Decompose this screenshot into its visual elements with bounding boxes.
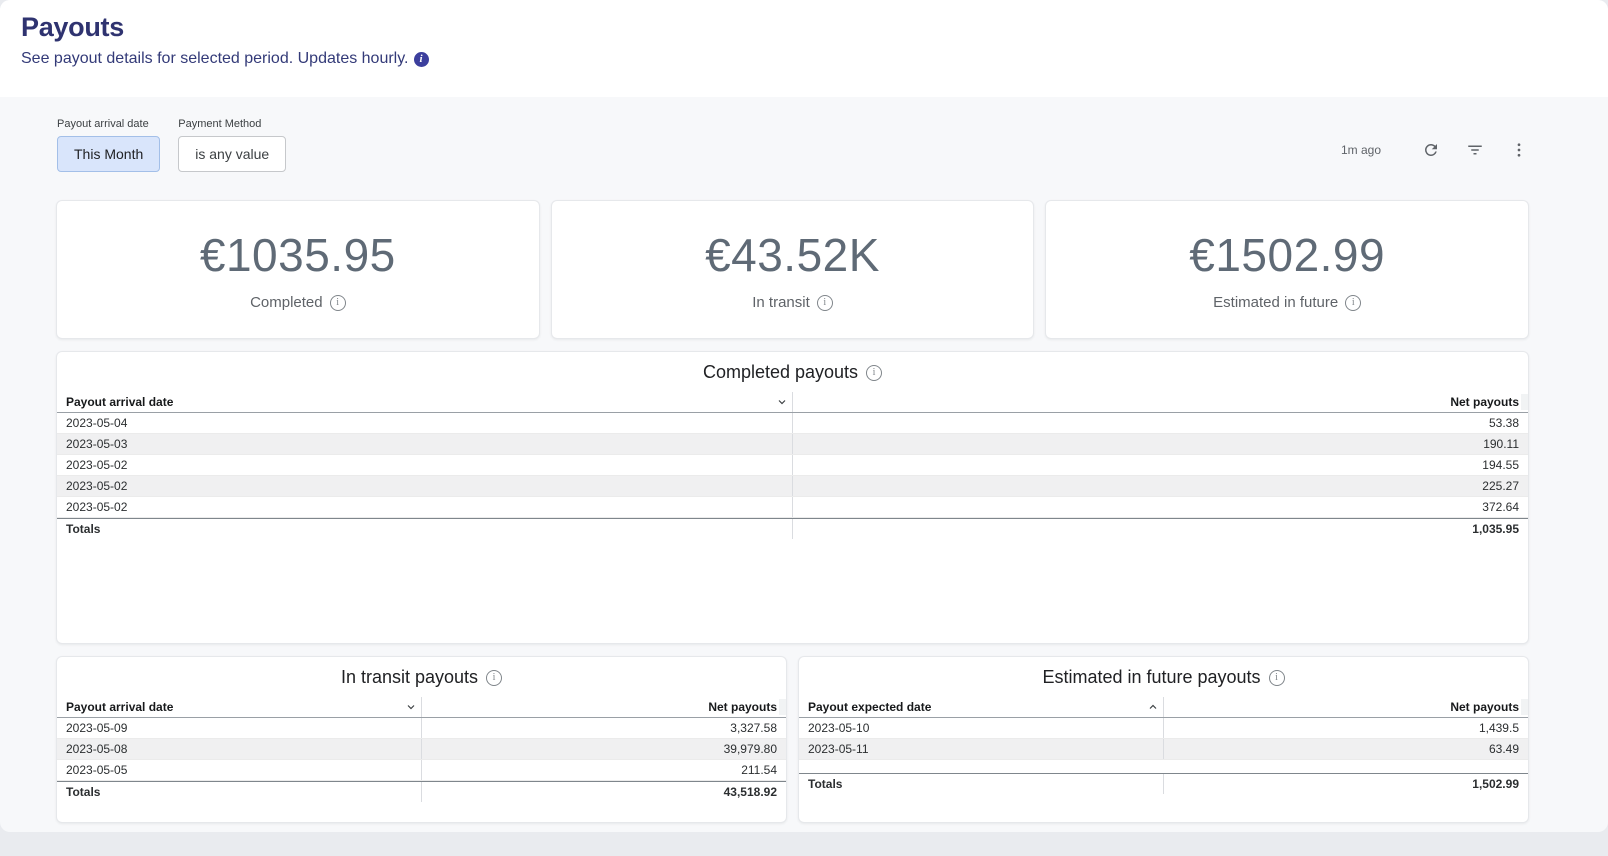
date-filter-button[interactable]: This Month [57, 136, 161, 172]
scrollbar-gutter [1521, 699, 1528, 715]
info-icon[interactable]: i [816, 294, 833, 311]
column-header-net[interactable]: Net payouts [792, 392, 1528, 412]
table-row: 2023-05-09 3,327.58 [57, 718, 786, 739]
column-header-date[interactable]: Payout expected date [799, 697, 1163, 717]
kpi-row: €1035.95 Completed i €43.52K In transit … [56, 200, 1530, 339]
totals-row: Totals 43,518.92 [57, 781, 786, 802]
page-title: Payouts [21, 12, 124, 42]
sort-desc-icon [405, 701, 417, 713]
kpi-value: €43.52K [705, 229, 880, 281]
tile-title: Estimated in future payouts [1042, 667, 1261, 687]
table-row: 2023-05-02 194.55 [57, 455, 1528, 476]
table-row: 2023-05-05 211.54 [57, 760, 786, 781]
totals-label: Totals [66, 522, 101, 536]
kpi-label: Estimated in future [1213, 294, 1339, 311]
totals-label: Totals [66, 785, 101, 799]
bottom-tiles-row: In transit payouts i Payout arrival date… [56, 656, 1529, 823]
estimated-payouts-table: Payout expected date Net payouts 2023-05… [799, 697, 1528, 794]
tile-title: Completed payouts [702, 362, 859, 382]
tile-estimated-payouts: Estimated in future payouts i Payout exp… [798, 656, 1529, 823]
table-header-row: Payout arrival date Net payouts [57, 697, 786, 718]
kpi-card-in-transit: €43.52K In transit i [550, 200, 1035, 339]
filter-bar: Payout arrival date This Month Payment M… [0, 97, 1608, 172]
info-icon[interactable]: i [1345, 294, 1362, 311]
table-row: 2023-05-03 190.11 [57, 434, 1528, 455]
info-icon[interactable]: i [1268, 669, 1285, 686]
cell-date: 2023-05-02 [66, 500, 128, 514]
cell-net: 372.64 [792, 497, 1528, 517]
cell-date: 2023-05-02 [66, 479, 128, 493]
tile-in-transit-payouts: In transit payouts i Payout arrival date… [56, 656, 787, 823]
table-spacer [799, 760, 1528, 773]
cell-date: 2023-05-04 [66, 416, 128, 430]
table-row: 2023-05-08 39,979.80 [57, 739, 786, 760]
app-surface: Payouts See payout details for selected … [0, 0, 1608, 832]
cell-net: 194.55 [792, 455, 1528, 475]
method-filter-label: Payment Method [178, 118, 262, 130]
page-header: Payouts See payout details for selected … [0, 0, 1608, 97]
column-header-date[interactable]: Payout arrival date [57, 392, 792, 412]
cell-date: 2023-05-08 [66, 742, 128, 756]
refresh-icon[interactable] [1421, 140, 1441, 160]
last-updated-text: 1m ago [1340, 143, 1381, 157]
sort-asc-icon [1147, 701, 1159, 713]
cell-date: 2023-05-02 [66, 458, 128, 472]
kpi-label: In transit [752, 294, 810, 311]
kpi-label: Completed [250, 294, 323, 311]
column-header-net[interactable]: Net payouts [1163, 697, 1528, 717]
totals-row: Totals 1,035.95 [57, 518, 1528, 539]
completed-payouts-table: Payout arrival date Net payouts 2023-05-… [57, 392, 1528, 539]
filter-group-method: Payment Method is any value [178, 118, 287, 172]
cell-net: 190.11 [792, 434, 1528, 454]
cell-net: 39,979.80 [421, 739, 786, 759]
totals-label: Totals [808, 777, 843, 791]
totals-row: Totals 1,502.99 [799, 773, 1528, 794]
table-row: 2023-05-04 53.38 [57, 413, 1528, 434]
cell-net: 63.49 [1163, 739, 1528, 759]
cell-date: 2023-05-10 [808, 721, 870, 735]
info-icon[interactable]: i [413, 51, 429, 67]
cell-net: 1,439.5 [1163, 718, 1528, 738]
cell-net: 3,327.58 [421, 718, 786, 738]
table-row: 2023-05-02 372.64 [57, 497, 1528, 518]
table-row: 2023-05-02 225.27 [57, 476, 1528, 497]
kpi-card-completed: €1035.95 Completed i [56, 200, 540, 339]
dashboard-toolbar: 1m ago [1341, 140, 1529, 160]
column-header-net[interactable]: Net payouts [421, 697, 786, 717]
tile-completed-payouts: Completed payouts i Payout arrival date … [56, 351, 1529, 644]
table-row: 2023-05-11 63.49 [799, 739, 1528, 760]
date-filter-label: Payout arrival date [57, 118, 149, 130]
cell-date: 2023-05-05 [66, 763, 128, 777]
info-icon[interactable]: i [866, 364, 883, 381]
cell-date: 2023-05-11 [808, 742, 869, 756]
scrollbar-gutter [779, 699, 786, 715]
totals-value: 1,035.95 [792, 519, 1528, 539]
cell-date: 2023-05-03 [66, 437, 128, 451]
info-icon[interactable]: i [486, 669, 503, 686]
method-filter-button[interactable]: is any value [178, 136, 287, 172]
tile-title: In transit payouts [340, 667, 479, 687]
in-transit-payouts-table: Payout arrival date Net payouts 2023-05-… [57, 697, 786, 802]
page-subtitle: See payout details for selected period. … [21, 50, 409, 67]
cell-net: 53.38 [792, 413, 1528, 433]
sort-desc-icon [776, 396, 788, 408]
kebab-menu-icon[interactable] [1509, 140, 1529, 160]
cell-net: 225.27 [792, 476, 1528, 496]
kpi-value: €1035.95 [199, 229, 396, 281]
totals-value: 1,502.99 [1163, 774, 1528, 794]
info-icon[interactable]: i [329, 294, 346, 311]
scrollbar-gutter [1521, 394, 1528, 410]
table-row: 2023-05-10 1,439.5 [799, 718, 1528, 739]
kpi-card-estimated: €1502.99 Estimated in future i [1045, 200, 1530, 339]
totals-value: 43,518.92 [421, 782, 786, 802]
cell-date: 2023-05-09 [66, 721, 128, 735]
kpi-value: €1502.99 [1189, 229, 1386, 281]
filter-icon[interactable] [1465, 140, 1485, 160]
column-header-date[interactable]: Payout arrival date [57, 697, 421, 717]
table-header-row: Payout expected date Net payouts [799, 697, 1528, 718]
table-header-row: Payout arrival date Net payouts [57, 392, 1528, 413]
cell-net: 211.54 [421, 760, 786, 780]
filter-group-date: Payout arrival date This Month [57, 118, 161, 172]
